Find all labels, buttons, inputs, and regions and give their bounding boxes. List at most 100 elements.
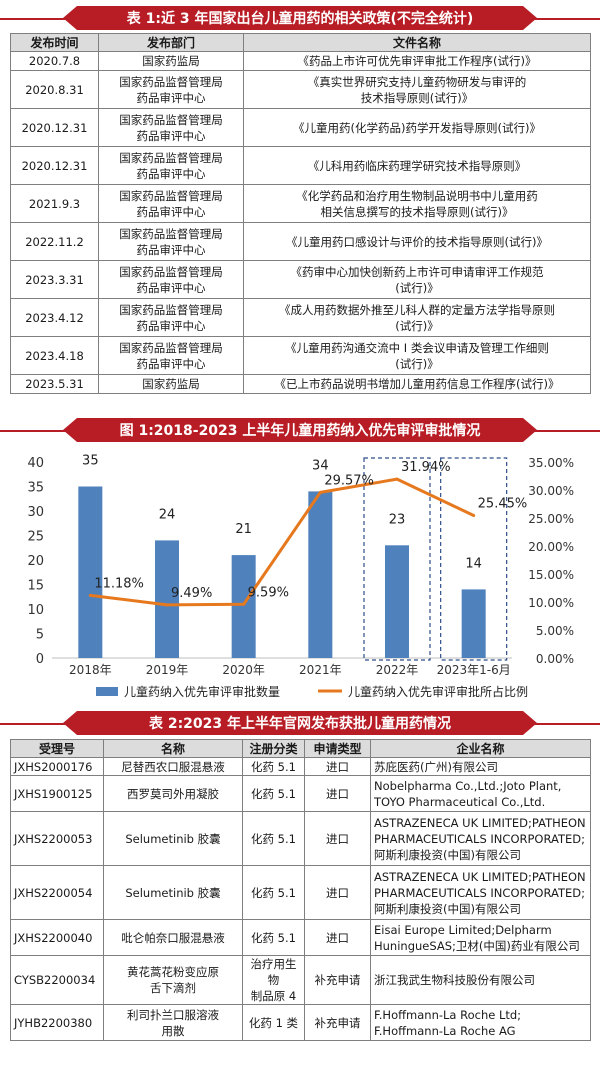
ratio-point-3 <box>318 490 322 494</box>
table2-company-cell-line: F.Hoffmann-La Roche Ltd; <box>374 1007 522 1022</box>
table1-date-cell: 2021.9.3 <box>10 184 99 223</box>
table1-dept-cell-line: 国家药品监督管理局 <box>119 302 223 317</box>
highlight-box <box>363 457 431 661</box>
right-axis-tick-label: 30.00% <box>528 484 574 498</box>
ratio-data-label: 25.45% <box>478 496 528 511</box>
table1-row: 2020.7.8 国家药监局 《药品上市许可优先审评审批工作程序(试行)》 <box>10 51 591 71</box>
left-axis-tick-label: 40 <box>27 456 44 471</box>
left-axis-tick-label: 0 <box>36 652 44 667</box>
legend-line-label: 儿童药纳入优先审评审批所占比例 <box>348 684 528 699</box>
table2-company-cell: 苏庇医药(广州)有限公司 <box>370 757 591 776</box>
figure1-chart: 0 5 10 15 20 25 30 35 40 0.00% 5.00% 10.00% 15.00% 20… <box>27 454 574 700</box>
table2-title-banner: 表 2:2023 年上半年官网发布获批儿童用药情况 <box>0 711 600 735</box>
table2-row: JYHB2200380 利司扑兰口服溶液 用散 化药 1 类补充申请 F.Hoffman… <box>10 1004 591 1041</box>
table1-date-cell: 2023.4.12 <box>10 298 99 337</box>
table2-name-cell-line: Selumetinib 胶囊 <box>125 885 221 900</box>
table2-company-cell-line: 浙江我武生物科技股份有限公司 <box>374 973 535 987</box>
bar-data-label: 34 <box>312 458 329 473</box>
ratio-data-label: 9.49% <box>171 586 212 601</box>
bar-3 <box>308 491 333 658</box>
x-axis-tick-label: 2022年 <box>376 663 419 677</box>
table1-dept-cell-line: 国家药品监督管理局 <box>119 226 223 241</box>
bar-4 <box>385 545 409 658</box>
ratio-data-label: 29.57% <box>324 473 374 488</box>
table2-class-cell-line: 化药 5.1 <box>251 759 296 774</box>
table2-company-cell: Nobelpharma Co.,Ltd.;Joto Plant, TOYO Pha… <box>370 775 591 812</box>
table2-class-cell: 化药 5.1 <box>242 919 305 956</box>
table2-row: JXHS2200054 Selumetinib 胶囊 化药 5.1 进口 ASTRAZE… <box>10 865 591 920</box>
table1-dept-cell: 国家药监局 <box>98 374 244 394</box>
table2-name-cell-line: 尼替西农口服混悬液 <box>121 759 225 774</box>
table2-no-cell: JXHS2200040 <box>10 919 104 956</box>
ratio-point-4 <box>395 477 399 481</box>
table2-company-cell: ASTRAZENECA UK LIMITED;PATHEON PHARMACEUT… <box>370 865 591 920</box>
right-axis-tick-label: 5.00% <box>536 624 574 638</box>
table1-doc-cell: 《儿童用药沟通交流中 I 类会议申请及管理工作细则 (试行)》 <box>243 336 591 375</box>
table2-name-cell-line: 用散 <box>161 1023 185 1038</box>
table1-row: 2020.8.31 国家药品监督管理局 药品审评中心 《真实世界研究支持儿童药物研发与… <box>10 70 591 109</box>
x-axis-tick-label: 2019年 <box>146 663 189 677</box>
table1-date-cell: 2023.3.31 <box>10 260 99 299</box>
table1-doc-cell-line: 《已上市药品说明书增加儿童用药信息工作程序(试行)》 <box>274 377 560 391</box>
table2-header-name: 名称 <box>103 739 243 758</box>
table1-dept-cell-line: 药品审评中心 <box>136 356 206 371</box>
table2-class-cell: 化药 5.1 <box>242 775 305 812</box>
table2-class-cell-line: 制品原 4 <box>250 989 297 1003</box>
table1-doc-cell: 《儿童用药(化学药品)药学开发指导原则(试行)》 <box>243 108 591 147</box>
table2-class-cell-line: 化药 5.1 <box>251 786 296 801</box>
table1-doc-cell: 《真实世界研究支持儿童药物研发与审评的 技术指导原则(试行)》 <box>243 70 591 109</box>
table1-dept-cell-line: 药品审评中心 <box>136 128 206 143</box>
table2-row: JXHS2000176 尼替西农口服混悬液 化药 5.1 进口 苏庇医药(广州)有限公司 <box>10 757 591 776</box>
table2-class-cell: 治疗用生物制品原 4 <box>242 955 305 1005</box>
table1-doc-cell-line: 《成人用药数据外推至儿科人群的定量方法学指导原则 <box>279 302 555 317</box>
table1-row: 2023.5.31 国家药监局 《已上市药品说明书增加儿童用药信息工作程序(试行)》 <box>10 374 591 394</box>
bar-1 <box>155 540 179 658</box>
table1-body: 2020.7.8 国家药监局 《药品上市许可优先审评审批工作程序(试行)》 2020.… <box>10 51 591 394</box>
table2-type-cell: 进口 <box>304 919 371 956</box>
table1-dept-cell: 国家药监局 <box>98 51 244 71</box>
table1-dept-cell-line: 国家药品监督管理局 <box>119 112 223 127</box>
table2-company-cell-line: Eisai Europe Limited;Delpharm <box>374 922 552 937</box>
x-axis-tick-label: 2020年 <box>222 663 265 677</box>
table1-doc-cell-line: 相关信息撰写的技术指导原则(试行)》 <box>320 204 514 219</box>
table2-class-cell: 化药 1 类 <box>242 1004 305 1041</box>
table2-type-cell: 补充申请 <box>304 955 371 1005</box>
table2-class-cell-line: 治疗用生物 <box>250 957 297 987</box>
ratio-point-5 <box>472 513 476 517</box>
table1-dept-cell: 国家药品监督管理局 药品审评中心 <box>98 260 244 299</box>
table2-name-cell-line: 吡仑帕奈口服混悬液 <box>121 930 225 945</box>
table1-date-cell: 2020.8.31 <box>10 70 99 109</box>
table1-doc-cell-line: 《真实世界研究支持儿童药物研发与审评的 <box>307 74 527 89</box>
table2-type-cell: 进口 <box>304 775 371 812</box>
table1-dept-cell-line: 国家药监局 <box>142 54 200 68</box>
table2-no-cell: JXHS2200053 <box>10 811 104 866</box>
right-axis-tick-label: 15.00% <box>528 568 574 582</box>
table2-title: 表 2:2023 年上半年官网发布获批儿童用药情况 <box>63 711 537 735</box>
table2-no-cell: JXHS2000176 <box>10 757 104 776</box>
ratio-line <box>90 477 475 607</box>
table2-type-cell: 补充申请 <box>304 1004 371 1041</box>
table1-dept-cell-line: 国家药监局 <box>142 377 200 391</box>
table2-name-cell: 吡仑帕奈口服混悬液 <box>103 919 243 956</box>
table1-dept-cell-line: 药品审评中心 <box>136 204 206 219</box>
table1-doc-cell-line: 《儿科用药临床药理学研究技术指导原则》 <box>307 158 527 173</box>
right-axis-tick-label: 25.00% <box>528 512 574 526</box>
table1-doc-cell: 《药审中心加快创新药上市许可申请审评工作规范 (试行)》 <box>243 260 591 299</box>
table1-dept-cell-line: 国家药品监督管理局 <box>119 264 223 279</box>
ratio-data-label: 31.94% <box>401 460 451 475</box>
table2-row: JXHS2200053 Selumetinib 胶囊 化药 5.1 进口 ASTRAZE… <box>10 811 591 866</box>
table1-dept-cell-line: 药品审评中心 <box>136 166 206 181</box>
table1-dept-cell: 国家药品监督管理局 药品审评中心 <box>98 222 244 261</box>
table1-date-cell: 2020.12.31 <box>10 108 99 147</box>
table1-title: 表 1:近 3 年国家出台儿童用药的相关政策(不完全统计) <box>63 6 537 30</box>
table1-row: 2020.12.31 国家药品监督管理局 药品审评中心 《儿童用药(化学药品)药学开发… <box>10 108 591 147</box>
ratio-point-1 <box>165 603 169 607</box>
table2-header-row: 受理号 名称 注册分类 申请类型 企业名称 <box>10 739 591 758</box>
table2-row: JXHS2200040 吡仑帕奈口服混悬液 化药 5.1 进口 Eisai Europe… <box>10 919 591 956</box>
table1-dept-cell: 国家药品监督管理局 药品审评中心 <box>98 184 244 223</box>
table1-dept-cell: 国家药品监督管理局 药品审评中心 <box>98 146 244 185</box>
left-axis-tick-label: 25 <box>27 530 44 545</box>
legend-bar-swatch <box>96 687 118 696</box>
table2-company-cell: ASTRAZENECA UK LIMITED;PATHEON PHARMACEUT… <box>370 811 591 866</box>
